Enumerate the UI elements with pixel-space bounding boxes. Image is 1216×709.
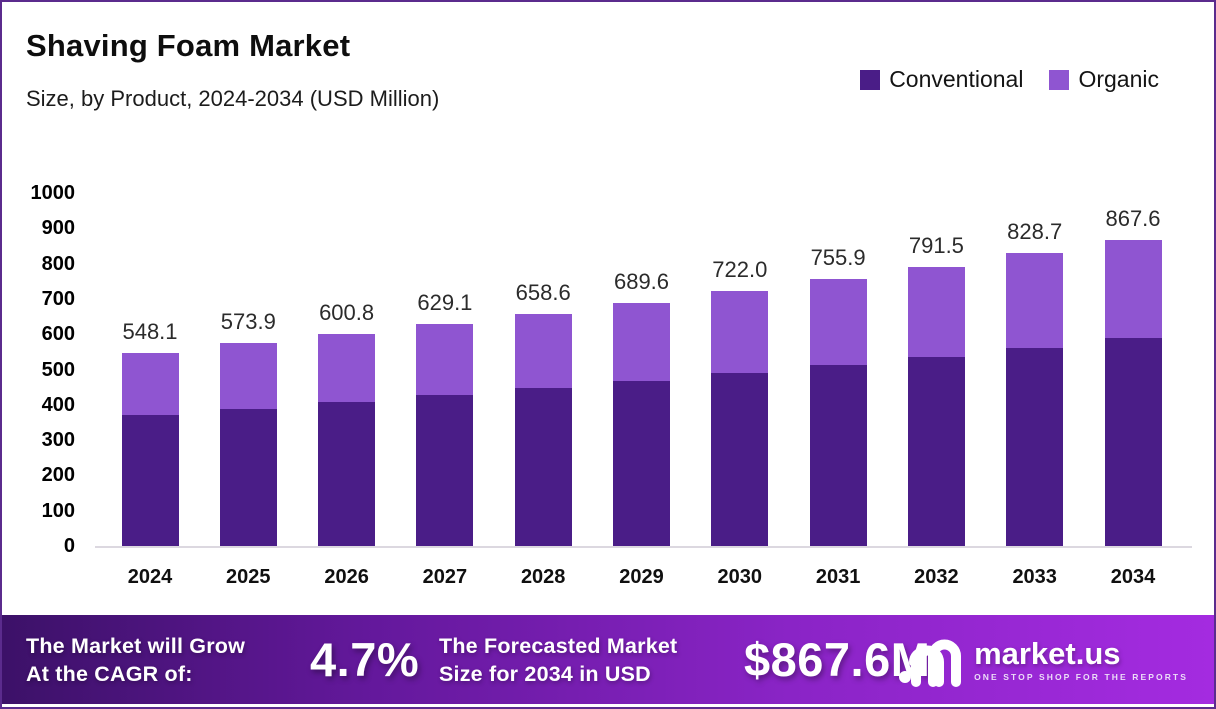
legend-label-organic: Organic (1078, 66, 1159, 92)
bar-total-label: 828.7 (1007, 219, 1063, 245)
bar-total-label: 755.9 (810, 245, 866, 271)
bar-segment-conventional (1104, 338, 1162, 546)
bar-segment-conventional (318, 402, 376, 546)
bar-segment-conventional (711, 373, 769, 546)
legend-label-conventional: Conventional (889, 66, 1024, 92)
brand-text: market.us ONE STOP SHOP FOR THE REPORTS (974, 635, 1188, 682)
bar-segment-organic (809, 279, 867, 366)
x-axis-label: 2034 (1110, 566, 1156, 588)
x-axis-label: 2030 (717, 566, 763, 588)
bar-segment-organic (1006, 253, 1064, 348)
y-tick-label: 0 (63, 535, 75, 557)
cagr-value: 4.7% (310, 633, 420, 686)
legend-item-organic: Organic (1049, 66, 1159, 93)
cagr-label-line1: The Market will Grow (26, 633, 246, 658)
legend-item-conventional: Conventional (860, 66, 1023, 93)
bar-segment-organic (219, 343, 277, 409)
bar-total-label: 867.6 (1105, 205, 1161, 231)
bar-total-label: 791.5 (908, 232, 964, 258)
bar-total-label: 689.6 (613, 268, 670, 294)
bar-segment-conventional (1006, 347, 1064, 546)
page-title: Shaving Foam Market (26, 28, 351, 63)
brand-tagline: ONE STOP SHOP FOR THE REPORTS (974, 671, 1188, 682)
bottom-banner: The Market will Grow At the CAGR of: 4.7… (2, 615, 1214, 704)
x-axis-label: 2029 (619, 566, 664, 588)
x-axis-label: 2031 (815, 566, 861, 588)
x-axis-label: 2025 (226, 566, 271, 588)
forecast-label: The Forecasted Market Size for 2034 in U… (439, 615, 677, 704)
x-axis-label: 2028 (520, 566, 566, 588)
bar-segment-conventional (514, 388, 572, 546)
bar-segment-conventional (613, 380, 670, 546)
bar-total-label: 573.9 (220, 309, 276, 335)
y-tick-label: 700 (41, 287, 75, 310)
organic-swatch-icon (1049, 69, 1070, 90)
bar-segment-conventional (121, 414, 179, 546)
bar-segment-organic (907, 266, 965, 357)
y-tick-label: 200 (41, 464, 75, 487)
bar-segment-organic (121, 352, 179, 415)
brand-name: market.us (974, 635, 1121, 671)
y-tick-label: 300 (41, 429, 75, 452)
legend: Conventional Organic (860, 66, 1159, 93)
y-tick-label: 400 (41, 393, 75, 416)
bar-segment-organic (1104, 239, 1162, 339)
y-tick-label: 1000 (30, 182, 76, 204)
bar-total-label: 658.6 (515, 279, 571, 305)
y-tick-label: 100 (41, 499, 75, 522)
conventional-swatch-icon (860, 69, 881, 90)
bar-total-label: 548.1 (122, 318, 178, 344)
bar-total-label: 600.8 (319, 299, 375, 325)
x-axis-line (95, 546, 1192, 548)
bar-segment-organic (711, 291, 769, 374)
bar-segment-organic (613, 302, 670, 381)
bar-segment-conventional (809, 365, 867, 546)
x-axis-label: 2027 (422, 566, 468, 588)
y-tick-label: 600 (41, 323, 75, 346)
x-axis-label: 2033 (1012, 566, 1057, 588)
bar-segment-organic (514, 313, 572, 389)
bar-segment-conventional (219, 408, 277, 546)
cagr-label: The Market will Grow At the CAGR of: (26, 615, 245, 704)
y-tick-label: 500 (41, 358, 75, 381)
bar-segment-conventional (907, 356, 965, 546)
forecast-label-line2: Size for 2034 in USD (439, 661, 651, 686)
x-axis-label: 2026 (324, 566, 369, 588)
y-tick-label: 900 (41, 217, 75, 240)
bar-total-label: 722.0 (712, 257, 768, 283)
bar-segment-conventional (416, 395, 474, 546)
y-tick-label: 800 (41, 252, 75, 275)
x-axis-label: 2032 (914, 566, 959, 588)
cagr-label-line2: At the CAGR of: (26, 661, 193, 686)
forecast-label-line1: The Forecasted Market (439, 633, 678, 658)
bar-segment-organic (416, 323, 474, 396)
x-axis-label: 2024 (127, 566, 173, 588)
brand-logo: market.us ONE STOP SHOP FOR THE REPORTS (898, 615, 1188, 704)
bar-segment-organic (318, 333, 376, 403)
forecast-value: $867.6M (744, 633, 931, 686)
bar-total-label: 629.1 (417, 289, 473, 315)
page-subtitle: Size, by Product, 2024-2034 (USD Million… (26, 86, 440, 111)
marketus-logo-icon (899, 639, 962, 687)
